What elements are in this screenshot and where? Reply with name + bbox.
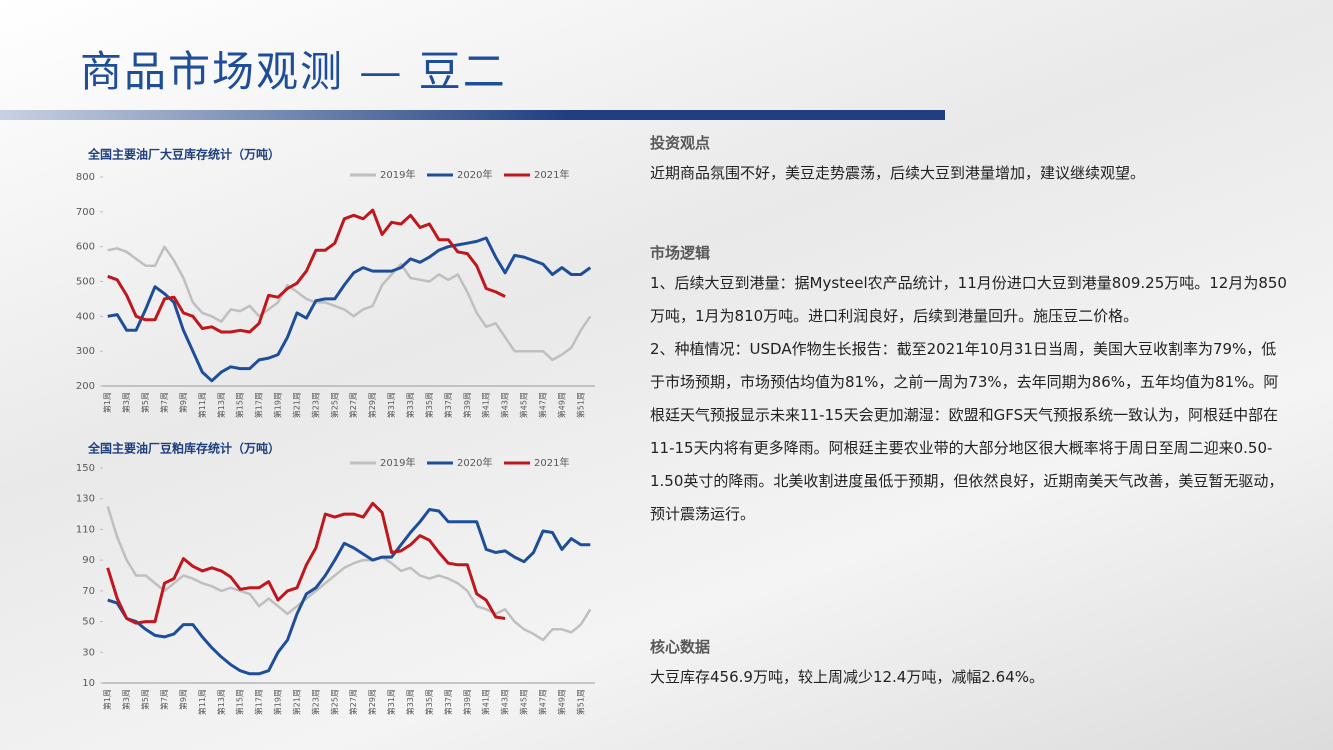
y-tick-label: 30	[82, 647, 95, 658]
section-heading: 市场逻辑	[650, 244, 711, 262]
x-tick-label: 第5周	[140, 689, 150, 710]
y-tick-label: 70	[82, 586, 95, 597]
x-tick-label: 第51周	[575, 689, 585, 715]
x-tick-label: 第11周	[197, 689, 207, 715]
section: 投资观点近期商品氛围不好，美豆走势震荡，后续大豆到港量增加，建议继续观望。	[650, 133, 1290, 190]
y-tick-label: 600	[76, 242, 95, 253]
x-tick-label: 第41周	[481, 392, 491, 418]
paragraph: 大豆库存456.9万吨，较上周减少12.4万吨，减幅2.64%。	[650, 668, 1044, 686]
x-tick-label: 第47周	[537, 392, 547, 418]
x-tick-label: 第37周	[443, 392, 453, 418]
x-tick-label: 第19周	[273, 689, 283, 715]
line-series	[107, 508, 591, 676]
x-tick-label: 第33周	[405, 392, 415, 418]
x-tick-label: 第9周	[178, 689, 188, 710]
x-tick-label: 第7周	[159, 392, 169, 413]
section: 核心数据大豆库存456.9万吨，较上周减少12.4万吨，减幅2.64%。	[650, 637, 1290, 694]
legend-label: 2020年	[457, 456, 492, 469]
line-series	[106, 501, 506, 625]
x-tick-label: 第31周	[386, 392, 396, 418]
x-tick-label: 第5周	[140, 392, 150, 413]
x-tick-label: 第29周	[367, 689, 377, 715]
legend-label: 2019年	[380, 456, 415, 469]
x-tick-label: 第39周	[462, 689, 472, 715]
x-tick-label: 第19周	[273, 392, 283, 418]
y-tick-label: 50	[82, 617, 95, 628]
title-bar	[0, 110, 945, 120]
section-heading: 投资观点	[650, 134, 711, 152]
line-series	[107, 236, 592, 383]
y-tick-label: 700	[76, 207, 95, 218]
x-tick-label: 第1周	[102, 392, 112, 413]
x-tick-label: 第45周	[519, 689, 529, 715]
x-tick-label: 第33周	[405, 689, 415, 715]
chart-title: 全国主要油厂大豆库存统计（万吨）	[87, 147, 280, 162]
y-tick-label: 400	[76, 311, 95, 322]
x-tick-label: 第15周	[235, 392, 245, 418]
x-tick-label: 第23周	[310, 392, 320, 418]
chart-title: 全国主要油厂豆粕库存统计（万吨）	[87, 441, 280, 456]
y-tick-label: 300	[76, 346, 95, 357]
y-tick-label: 200	[76, 381, 95, 392]
x-tick-label: 第21周	[291, 392, 301, 418]
x-tick-label: 第27周	[348, 689, 358, 715]
x-tick-label: 第29周	[367, 392, 377, 418]
y-tick-label: 110	[76, 524, 95, 535]
x-tick-label: 第11周	[197, 392, 207, 418]
y-tick-label: 800	[76, 172, 95, 183]
line-series	[106, 506, 592, 642]
x-tick-label: 第37周	[443, 689, 453, 715]
slide-title: 商品市场观测 — 豆二	[80, 47, 507, 96]
x-tick-label: 第13周	[216, 689, 226, 715]
x-tick-label: 第43周	[500, 392, 510, 418]
x-tick-label: 第7周	[159, 689, 169, 710]
paragraph: 1、后续大豆到港量：据Mysteel农产品统计，11月份进口大豆到港量809.2…	[650, 274, 1287, 325]
x-tick-label: 第25周	[329, 392, 339, 418]
x-tick-label: 第25周	[329, 689, 339, 715]
x-tick-label: 第17周	[254, 689, 264, 715]
x-tick-label: 第49周	[556, 392, 566, 418]
line-series	[107, 245, 592, 362]
charts: 全国主要油厂大豆库存统计（万吨） 200 300 400 500 600 700 800 第1周…	[76, 147, 595, 715]
legend-label: 2019年	[380, 168, 415, 181]
y-tick-label: 500	[76, 277, 95, 288]
x-tick-label: 第9周	[178, 392, 188, 413]
x-tick-label: 第51周	[575, 392, 585, 418]
x-tick-label: 第13周	[216, 392, 226, 418]
legend-label: 2021年	[534, 456, 569, 469]
x-tick-label: 第47周	[537, 689, 547, 715]
x-tick-label: 第27周	[348, 392, 358, 418]
line-series	[107, 208, 506, 334]
x-tick-label: 第43周	[500, 689, 510, 715]
y-tick-label: 130	[76, 494, 95, 505]
x-tick-label: 第35周	[424, 392, 434, 418]
section-heading: 核心数据	[650, 638, 711, 656]
x-tick-label: 第35周	[424, 689, 434, 715]
legend-label: 2020年	[457, 168, 492, 181]
section: 市场逻辑 1、后续大豆到港量：据Mysteel农产品统计，11月份进口大豆到港量8…	[650, 243, 1290, 531]
x-tick-label: 第41周	[481, 689, 491, 715]
paragraph: 近期商品氛围不好，美豆走势震荡，后续大豆到港量增加，建议继续观望。	[650, 164, 1146, 182]
x-tick-label: 第39周	[462, 392, 472, 418]
y-tick-label: 90	[82, 555, 95, 566]
x-tick-label: 第15周	[235, 689, 245, 715]
paragraph: 2、种植情况：USDA作物生长报告：截至2021年10月31日当周，美国大豆收割…	[650, 340, 1284, 523]
x-tick-label: 第31周	[386, 689, 396, 715]
legend-label: 2021年	[534, 168, 569, 181]
x-tick-label: 第17周	[254, 392, 264, 418]
x-tick-label: 第3周	[121, 689, 131, 710]
x-tick-label: 第49周	[556, 689, 566, 715]
y-tick-label: 10	[82, 678, 95, 689]
y-tick-label: 150	[76, 463, 95, 474]
x-tick-label: 第3周	[121, 392, 131, 413]
x-tick-label: 第23周	[310, 689, 320, 715]
x-tick-label: 第21周	[291, 689, 301, 715]
x-tick-label: 第45周	[519, 392, 529, 418]
x-tick-label: 第1周	[102, 689, 112, 710]
